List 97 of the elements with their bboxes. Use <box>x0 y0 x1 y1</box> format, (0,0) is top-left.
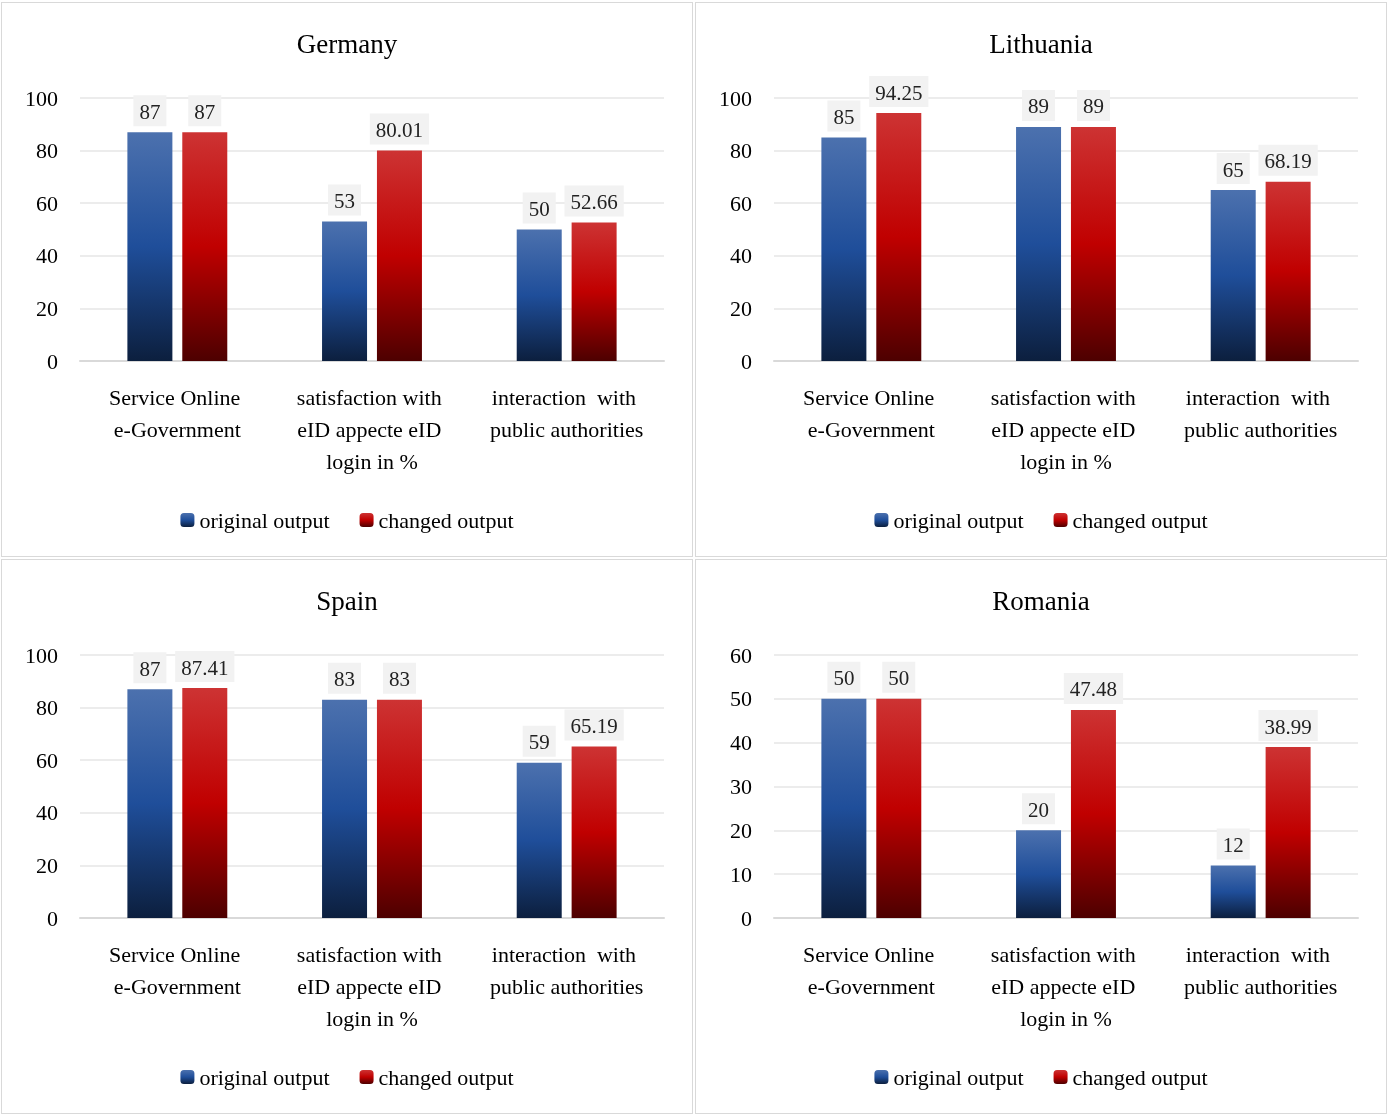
bar <box>1016 126 1062 361</box>
data-label: 65.19 <box>570 714 618 739</box>
bar <box>322 699 368 918</box>
legend-label: changed output <box>1072 507 1208 533</box>
y-tick-label: 60 <box>36 190 58 216</box>
legend-label: changed output <box>1072 1064 1208 1090</box>
x-tick-label: Service Online e-Government <box>108 941 246 999</box>
y-tick-label: 80 <box>730 138 752 164</box>
y-tick-label: 40 <box>36 243 58 269</box>
bar <box>571 746 617 918</box>
bar <box>127 132 173 361</box>
data-label: 87 <box>139 99 161 124</box>
data-label: 50 <box>888 666 910 691</box>
x-tick-label: satisfaction with eID appecte eID login in % <box>990 384 1142 474</box>
chart-title: Romania <box>992 585 1090 616</box>
bar <box>376 699 422 918</box>
y-tick-label: 40 <box>730 730 752 756</box>
y-tick-label: 60 <box>730 642 752 668</box>
data-label: 83 <box>334 667 356 692</box>
y-tick-label: 100 <box>25 85 58 111</box>
bar <box>821 137 867 361</box>
bar <box>876 698 922 918</box>
chart-title: Germany <box>296 28 398 59</box>
x-tick-label: Service Online e-Government <box>802 941 940 999</box>
data-label: 47.48 <box>1069 677 1118 702</box>
y-tick-label: 0 <box>741 348 752 374</box>
x-tick-label: Service Online e-Government <box>108 384 246 442</box>
y-tick-label: 50 <box>730 686 752 712</box>
data-label: 87 <box>194 99 216 124</box>
bar <box>516 229 562 361</box>
x-tick-label: interaction with public authorities <box>489 941 644 999</box>
bar <box>571 222 617 361</box>
chart-title: Spain <box>316 585 379 616</box>
data-label: 83 <box>388 667 410 692</box>
y-tick-label: 80 <box>36 695 58 721</box>
data-label: 87 <box>139 656 161 681</box>
y-tick-label: 20 <box>730 817 752 843</box>
x-tick-label: interaction with public authorities <box>489 384 644 442</box>
y-tick-label: 0 <box>741 905 752 931</box>
legend-label: original output <box>893 507 1024 533</box>
data-label: 52.66 <box>570 190 618 214</box>
data-label: 50 <box>528 197 550 221</box>
data-label: 89 <box>1082 94 1104 119</box>
y-tick-label: 100 <box>25 642 58 668</box>
y-tick-label: 40 <box>36 800 58 826</box>
data-label: 53 <box>334 189 356 214</box>
bar <box>1265 747 1311 918</box>
x-tick-label: interaction with public authorities <box>1183 384 1338 442</box>
data-label: 65 <box>1222 157 1244 182</box>
bar <box>322 221 368 361</box>
y-tick-label: 60 <box>36 747 58 773</box>
bar <box>1016 830 1062 918</box>
y-tick-label: 80 <box>36 138 58 164</box>
data-label: 12 <box>1222 832 1244 857</box>
legend-label: original output <box>199 1064 330 1090</box>
bar <box>1070 126 1116 361</box>
y-tick-label: 20 <box>730 295 752 321</box>
y-tick-label: 0 <box>47 348 58 374</box>
bar <box>376 150 422 361</box>
y-tick-label: 30 <box>730 774 752 799</box>
chart-title: Lithuania <box>989 28 1093 59</box>
y-tick-label: 20 <box>36 852 58 878</box>
legend-label: changed output <box>378 507 514 533</box>
bar <box>821 698 867 918</box>
data-label: 87.41 <box>181 655 229 680</box>
x-tick-label: interaction with public authorities <box>1183 941 1338 999</box>
bar <box>1070 709 1116 918</box>
bar <box>1265 181 1311 361</box>
data-label: 38.99 <box>1264 714 1312 739</box>
legend-label: original output <box>199 507 330 533</box>
data-label: 85 <box>833 104 855 129</box>
bar <box>182 688 228 918</box>
y-tick-label: 60 <box>730 190 752 216</box>
bar <box>1210 190 1256 361</box>
y-tick-label: 100 <box>719 85 752 111</box>
data-label: 68.19 <box>1264 149 1312 174</box>
x-tick-label: satisfaction with eID appecte eID login in % <box>990 941 1142 1031</box>
bar <box>127 689 173 918</box>
y-tick-label: 20 <box>36 295 58 321</box>
y-tick-label: 0 <box>47 905 58 931</box>
data-label: 80.01 <box>375 118 424 143</box>
bar <box>516 762 562 918</box>
bar <box>876 113 922 361</box>
data-label: 50 <box>833 666 855 691</box>
data-label: 89 <box>1028 94 1050 119</box>
x-tick-label: Service Online e-Government <box>802 384 940 442</box>
data-label: 94.25 <box>875 80 923 105</box>
legend-label: original output <box>893 1064 1024 1090</box>
x-tick-label: satisfaction with eID appecte eID login in % <box>296 384 448 474</box>
y-tick-label: 10 <box>730 861 752 887</box>
x-tick-label: satisfaction with eID appecte eID login in % <box>296 941 448 1031</box>
data-label: 59 <box>528 730 550 755</box>
bar <box>182 132 228 361</box>
bar <box>1210 865 1256 918</box>
data-label: 20 <box>1028 797 1050 822</box>
y-tick-label: 40 <box>730 243 752 269</box>
legend-label: changed output <box>378 1064 514 1090</box>
